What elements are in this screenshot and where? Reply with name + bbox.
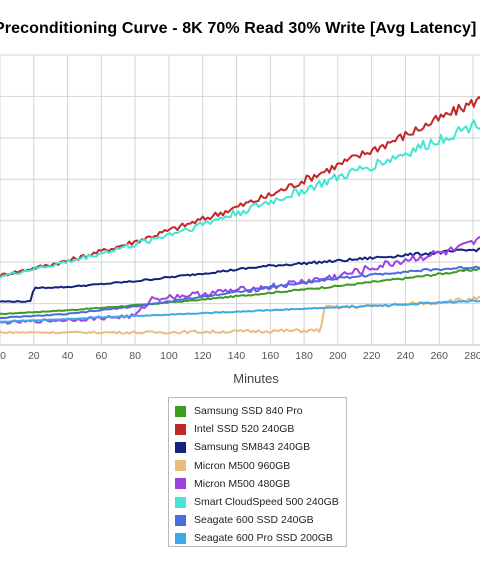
grid	[0, 54, 480, 346]
legend-item: Seagate 600 Pro SSD 200GB	[175, 529, 340, 547]
legend-label: Smart CloudSpeed 500 240GB	[194, 496, 339, 509]
legend-swatch	[175, 532, 186, 544]
legend-item: Intel SSD 520 240GB	[175, 420, 340, 438]
x-tick-label: 180	[295, 350, 313, 362]
x-tick-label: 100	[160, 350, 178, 362]
x-tick-label: 240	[397, 350, 415, 362]
legend-item: Smart CloudSpeed 500 240GB	[175, 493, 340, 511]
x-tick-label: 60	[96, 350, 108, 362]
x-tick-label: 160	[262, 350, 280, 362]
legend-label: Seagate 600 Pro SSD 200GB	[194, 532, 333, 545]
legend-item: Seagate 600 SSD 240GB	[175, 511, 340, 529]
legend-swatch	[175, 514, 186, 526]
chart-title: Preconditioning Curve - 8K 70% Read 30% …	[0, 20, 477, 37]
series-line-4	[0, 236, 480, 325]
legend-swatch	[175, 460, 186, 472]
legend-label: Samsung SSD 840 Pro	[194, 405, 303, 418]
series-line-3	[0, 295, 480, 335]
legend-swatch	[175, 405, 186, 417]
x-tick-label: 140	[228, 350, 246, 362]
x-axis-label: Minutes	[233, 371, 279, 386]
series-line-2	[0, 247, 480, 303]
x-tick-label: 280	[464, 350, 480, 362]
series-line-7	[0, 299, 480, 323]
legend-item: Samsung SSD 840 Pro	[175, 402, 340, 420]
legend-item: Micron M500 480GB	[175, 475, 340, 493]
legend-label: Intel SSD 520 240GB	[194, 423, 295, 436]
legend-swatch	[175, 423, 186, 435]
legend-swatch	[175, 478, 186, 490]
legend-swatch	[175, 496, 186, 508]
series-line-0	[0, 267, 480, 315]
x-tick-label: 260	[430, 350, 448, 362]
legend-item: Micron M500 960GB	[175, 457, 340, 475]
x-tick-label: 200	[329, 350, 347, 362]
x-tick-label: 20	[28, 350, 40, 362]
legend-label: Seagate 600 SSD 240GB	[194, 514, 314, 527]
legend: Samsung SSD 840 Pro Intel SSD 520 240GB Sa…	[168, 397, 347, 547]
x-tick-label: 0	[0, 350, 6, 362]
x-tick-labels: 0 20 40 60 80 100 120 140 160 180 200 220 240 260 280	[0, 350, 480, 362]
legend-swatch	[175, 441, 186, 453]
legend-label: Samsung SM843 240GB	[194, 441, 311, 454]
x-tick-label: 40	[62, 350, 74, 362]
chart-plot: 0 20 40 60 80 100 120 140 160 180 200 220 240 260 280 …	[0, 54, 480, 386]
series-line-6	[0, 265, 480, 320]
series-line-5	[0, 119, 480, 279]
legend-label: Micron M500 960GB	[194, 459, 291, 472]
x-tick-label: 80	[129, 350, 141, 362]
x-tick-label: 120	[194, 350, 212, 362]
series-line-1	[0, 96, 480, 278]
series-layer	[0, 96, 480, 335]
x-tick-label: 220	[363, 350, 381, 362]
legend-item: Samsung SM843 240GB	[175, 438, 340, 456]
legend-label: Micron M500 480GB	[194, 477, 291, 490]
